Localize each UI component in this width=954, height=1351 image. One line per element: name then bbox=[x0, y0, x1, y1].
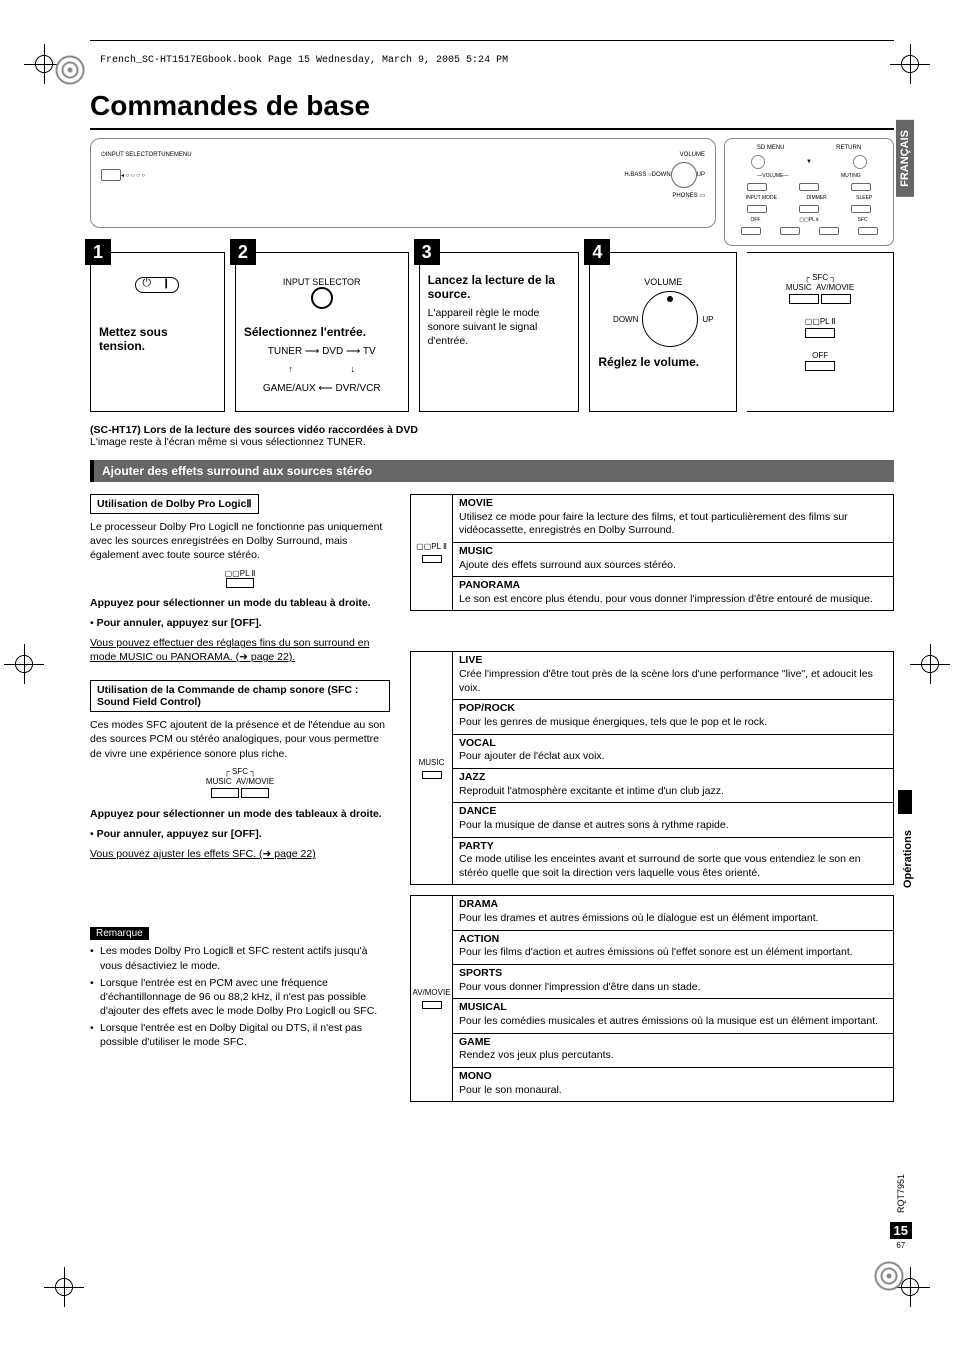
main-unit-diagram: ⏻INPUT SELECTORTUNEMENU VOLUME ◂ ○ ○ ○ ○… bbox=[90, 138, 716, 228]
table-label: ▢▢PL Ⅱ bbox=[416, 542, 447, 551]
step-caption: INPUT SELECTOR bbox=[244, 277, 400, 287]
step-label: Lancez la lecture de la source. bbox=[428, 273, 571, 302]
language-tab: FRANÇAIS bbox=[896, 120, 914, 197]
page-sub: 67 bbox=[896, 1241, 905, 1250]
page-number: 15 bbox=[890, 1222, 912, 1239]
step-label: Mettez sous tension. bbox=[99, 325, 216, 354]
remark-list: Les modes Dolby Pro LogicⅡ et SFC resten… bbox=[90, 944, 390, 1049]
section-tab: Opérations bbox=[902, 830, 914, 888]
sfc-p1: Ces modes SFC ajoutent de la présence et… bbox=[90, 718, 390, 761]
crop-mark bbox=[896, 50, 924, 78]
crop-mark bbox=[30, 50, 58, 78]
step-number: 1 bbox=[85, 239, 111, 265]
rosette-icon bbox=[874, 1261, 904, 1291]
dolby-heading: Utilisation de Dolby Pro LogicⅡ bbox=[90, 494, 259, 514]
step-caption: VOLUME bbox=[598, 277, 728, 287]
step-label: Réglez le volume. bbox=[598, 355, 728, 369]
scht-note: (SC-HT17) Lors de la lecture des sources… bbox=[90, 424, 894, 448]
down-label: DOWN bbox=[613, 315, 638, 324]
crop-mark bbox=[50, 1273, 78, 1301]
up-label: UP bbox=[702, 315, 713, 324]
step-4: 4 VOLUME DOWN UP Réglez le volume. bbox=[589, 252, 737, 412]
header-meta: French_SC-HT1517EGbook.book Page 15 Wedn… bbox=[100, 55, 508, 66]
table-label: AV/MOVIE bbox=[412, 988, 450, 997]
section-heading: Ajouter des effets surround aux sources … bbox=[90, 460, 894, 482]
remark-item: Les modes Dolby Pro LogicⅡ et SFC resten… bbox=[90, 944, 390, 972]
remark-item: Lorsque l'entrée est en PCM avec une fré… bbox=[90, 976, 390, 1019]
step-number: 2 bbox=[230, 239, 256, 265]
input-flow: GAME/AUX ⟵ DVR/VCR bbox=[244, 382, 400, 395]
remote-diagram: SD MENURETURN ▼ —VOLUME—MUTING INPUT MOD… bbox=[724, 138, 894, 246]
music-mode-table: MUSIC LIVECrée l'impression d'être tout … bbox=[410, 651, 894, 885]
sfc-p2: Appuyez pour sélectionner un mode des ta… bbox=[90, 807, 390, 821]
crop-mark bbox=[916, 650, 944, 678]
doc-id: RQT7951 bbox=[896, 1174, 906, 1213]
button-icon bbox=[422, 1001, 442, 1009]
volume-knob-icon bbox=[671, 162, 697, 188]
remark-item: Lorsque l'entrée est en Dolby Digital ou… bbox=[90, 1021, 390, 1049]
power-icon bbox=[135, 277, 179, 293]
section-marker bbox=[898, 790, 912, 814]
step-number: 4 bbox=[584, 239, 610, 265]
remote-sfc-panel: ┌ SFC ┐ MUSIC AV/MOVIE ▢▢PL Ⅱ OFF bbox=[747, 252, 894, 412]
step-1: 1 Mettez sous tension. bbox=[90, 252, 225, 412]
header-rule bbox=[90, 40, 894, 41]
sfc-heading: Utilisation de la Commande de champ sono… bbox=[90, 680, 390, 712]
remark-tag: Remarque bbox=[90, 927, 149, 940]
selector-icon bbox=[311, 287, 333, 309]
crop-mark bbox=[10, 650, 38, 678]
sfc-p4: Vous pouvez ajuster les effets SFC. (➜ p… bbox=[90, 847, 390, 861]
dolby-p2: Appuyez pour sélectionner un mode du tab… bbox=[90, 596, 390, 610]
step-2: 2 INPUT SELECTOR Sélectionnez l'entrée. … bbox=[235, 252, 409, 412]
steps-row: 1 Mettez sous tension. 2 INPUT SELECTOR … bbox=[90, 252, 894, 412]
volume-dial-icon bbox=[642, 291, 698, 347]
step-number: 3 bbox=[414, 239, 440, 265]
dolby-p1: Le processeur Dolby Pro LogicⅡ ne foncti… bbox=[90, 520, 390, 563]
avmovie-mode-table: AV/MOVIE DRAMAPour les drames et autres … bbox=[410, 895, 894, 1102]
page-title: Commandes de base bbox=[90, 90, 894, 122]
rosette-icon bbox=[55, 55, 85, 85]
dolby-p4: Vous pouvez effectuer des réglages fins … bbox=[90, 636, 390, 664]
title-underline bbox=[90, 128, 894, 130]
input-flow: TUNER ⟶ DVD ⟶ TV bbox=[244, 345, 400, 358]
step-desc: L'appareil règle le mode sonore suivant … bbox=[428, 306, 571, 349]
button-icon bbox=[422, 771, 442, 779]
table-label: MUSIC bbox=[419, 758, 445, 767]
step-3: 3 Lancez la lecture de la source. L'appa… bbox=[419, 252, 580, 412]
button-icon bbox=[422, 555, 442, 563]
button-icon bbox=[226, 578, 254, 588]
dolby-mode-table: ▢▢PL Ⅱ MOVIEUtilisez ce mode pour faire … bbox=[410, 494, 894, 611]
step-label: Sélectionnez l'entrée. bbox=[244, 325, 400, 339]
device-diagram: ⏻INPUT SELECTORTUNEMENU VOLUME ◂ ○ ○ ○ ○… bbox=[90, 138, 894, 246]
page-number-block: RQT7951 15 67 bbox=[890, 1174, 912, 1251]
